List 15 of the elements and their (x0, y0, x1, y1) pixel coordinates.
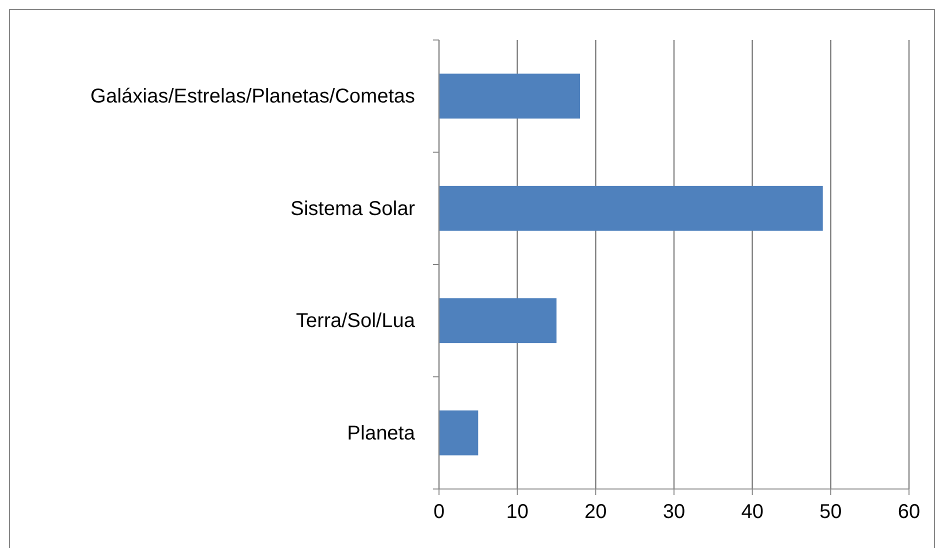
bar (439, 186, 823, 231)
x-tick-label: 20 (584, 501, 607, 523)
bar (439, 410, 478, 456)
y-tick-label: Terra/Sol/Lua (296, 310, 416, 332)
x-tick-label: 0 (433, 501, 445, 523)
x-tick-label: 30 (662, 501, 686, 523)
x-tick-label: 40 (741, 501, 764, 523)
y-tick-label: Planeta (347, 422, 416, 444)
bar (439, 298, 556, 344)
x-tick-label: 10 (506, 501, 528, 523)
y-tick-label: Sistema Solar (290, 198, 416, 220)
x-tick-label: 50 (820, 501, 842, 523)
x-tick-label: 60 (898, 501, 920, 523)
bar (439, 74, 580, 119)
y-tick-label: Galáxias/Estrelas/Planetas/Cometas (90, 86, 415, 108)
